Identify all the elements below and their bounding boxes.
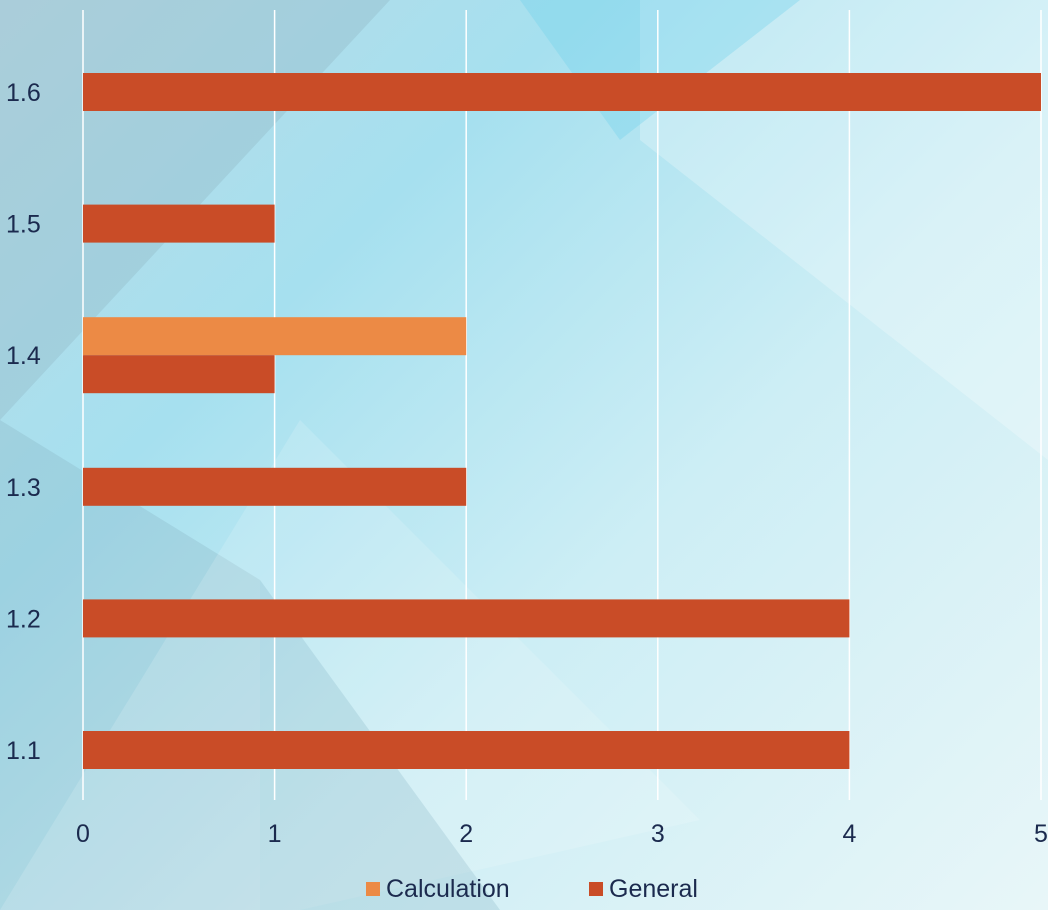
legend-label-general: General xyxy=(609,875,698,903)
bar-calculation-1.4 xyxy=(83,317,467,356)
x-tick-label: 0 xyxy=(76,820,90,848)
bars xyxy=(83,73,1041,769)
bar-general-1.1 xyxy=(83,731,850,769)
x-tick-label: 1 xyxy=(268,820,282,848)
y-tick-label: 1.5 xyxy=(6,211,41,239)
legend: Calculation General xyxy=(366,875,698,903)
bar-general-1.2 xyxy=(83,599,850,638)
y-tick-label: 1.6 xyxy=(6,79,41,107)
y-axis-labels: 1.1 1.2 1.3 1.4 1.5 1.6 xyxy=(6,79,41,765)
x-tick-label: 2 xyxy=(459,820,473,848)
x-axis-labels: 0 1 2 3 4 5 xyxy=(76,820,1048,848)
y-tick-label: 1.2 xyxy=(6,605,41,633)
x-tick-label: 5 xyxy=(1034,820,1048,848)
legend-swatch-general xyxy=(589,882,603,896)
bar-general-1.4 xyxy=(83,355,275,394)
y-tick-label: 1.1 xyxy=(6,737,41,765)
y-tick-label: 1.4 xyxy=(6,342,41,370)
y-tick-label: 1.3 xyxy=(6,474,41,502)
legend-swatch-calculation xyxy=(366,882,380,896)
x-tick-label: 3 xyxy=(651,820,665,848)
bar-general-1.5 xyxy=(83,204,275,243)
legend-label-calculation: Calculation xyxy=(386,875,510,903)
bar-general-1.3 xyxy=(83,467,467,506)
bar-general-1.6 xyxy=(83,73,1041,111)
x-tick-label: 4 xyxy=(842,820,856,848)
gridlines xyxy=(82,10,1042,800)
